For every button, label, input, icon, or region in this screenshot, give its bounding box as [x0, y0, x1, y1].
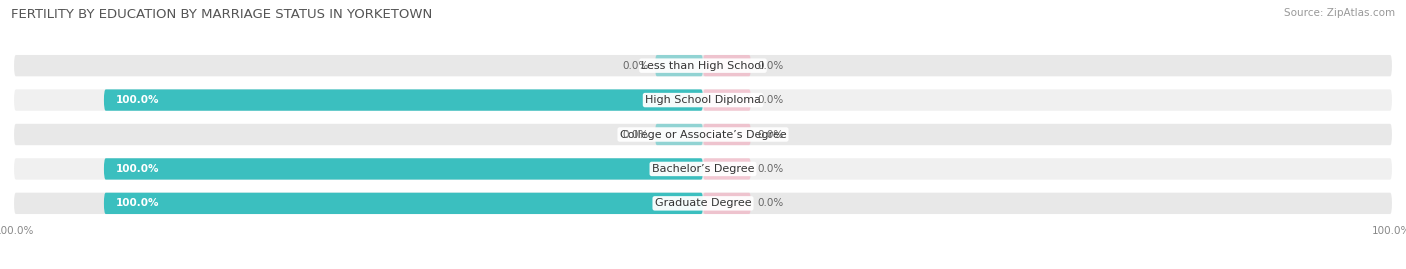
- Text: 0.0%: 0.0%: [756, 129, 783, 140]
- FancyBboxPatch shape: [104, 158, 703, 180]
- FancyBboxPatch shape: [104, 89, 703, 111]
- Text: 100.0%: 100.0%: [0, 226, 34, 236]
- Text: 0.0%: 0.0%: [756, 198, 783, 208]
- Text: 0.0%: 0.0%: [756, 164, 783, 174]
- FancyBboxPatch shape: [14, 89, 1392, 111]
- Text: 100.0%: 100.0%: [115, 164, 159, 174]
- FancyBboxPatch shape: [703, 55, 751, 76]
- FancyBboxPatch shape: [655, 55, 703, 76]
- Text: 100.0%: 100.0%: [115, 95, 159, 105]
- Text: 0.0%: 0.0%: [623, 61, 650, 71]
- Text: 0.0%: 0.0%: [623, 129, 650, 140]
- Text: Bachelor’s Degree: Bachelor’s Degree: [652, 164, 754, 174]
- FancyBboxPatch shape: [104, 193, 703, 214]
- Text: Less than High School: Less than High School: [641, 61, 765, 71]
- Text: 0.0%: 0.0%: [756, 61, 783, 71]
- FancyBboxPatch shape: [14, 124, 1392, 145]
- FancyBboxPatch shape: [14, 55, 1392, 76]
- FancyBboxPatch shape: [703, 158, 751, 180]
- Text: FERTILITY BY EDUCATION BY MARRIAGE STATUS IN YORKETOWN: FERTILITY BY EDUCATION BY MARRIAGE STATU…: [11, 8, 433, 21]
- Text: College or Associate’s Degree: College or Associate’s Degree: [620, 129, 786, 140]
- Text: 100.0%: 100.0%: [115, 198, 159, 208]
- FancyBboxPatch shape: [14, 193, 1392, 214]
- FancyBboxPatch shape: [703, 124, 751, 145]
- FancyBboxPatch shape: [14, 158, 1392, 180]
- FancyBboxPatch shape: [655, 124, 703, 145]
- Text: 0.0%: 0.0%: [756, 95, 783, 105]
- Text: Source: ZipAtlas.com: Source: ZipAtlas.com: [1284, 8, 1395, 18]
- Text: Graduate Degree: Graduate Degree: [655, 198, 751, 208]
- FancyBboxPatch shape: [703, 89, 751, 111]
- Text: 100.0%: 100.0%: [1372, 226, 1406, 236]
- Text: High School Diploma: High School Diploma: [645, 95, 761, 105]
- FancyBboxPatch shape: [703, 193, 751, 214]
